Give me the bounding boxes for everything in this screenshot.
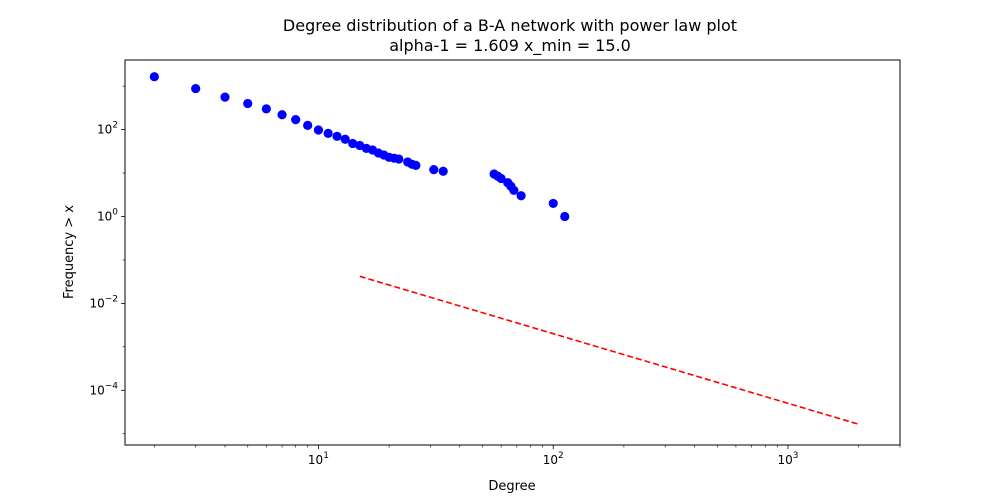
chart-subtitle: alpha-1 = 1.609 x_min = 15.0 — [389, 36, 631, 56]
data-point — [560, 211, 570, 222]
data-point — [332, 131, 342, 141]
data-point — [438, 166, 448, 176]
data-point — [149, 72, 159, 82]
data-point — [496, 173, 506, 184]
power-law-fit-line — [359, 275, 859, 426]
data-point — [261, 104, 271, 114]
data-point — [509, 185, 519, 195]
y-axis: 10−4 10−2 100 102 — [89, 85, 125, 435]
chart-title: Degree distribution of a B-A network wit… — [283, 16, 737, 35]
x-tick-label: 102 — [543, 451, 564, 467]
data-point — [323, 128, 333, 138]
data-point — [220, 92, 230, 102]
y-tick-label: 10−4 — [89, 381, 118, 397]
data-point — [191, 83, 201, 94]
data-point — [243, 98, 253, 109]
x-tick-label: 103 — [777, 451, 798, 467]
plot-area — [149, 72, 859, 426]
y-axis-label: Frequency > x — [62, 205, 77, 299]
data-point — [411, 160, 421, 170]
y-tick-label: 100 — [97, 207, 118, 223]
y-tick-label: 102 — [97, 121, 118, 137]
data-point — [277, 110, 287, 120]
data-point — [548, 198, 558, 209]
data-point — [313, 125, 324, 135]
data-point — [348, 138, 358, 149]
x-tick-label: 101 — [308, 451, 329, 467]
axes-frame — [124, 59, 901, 446]
data-point — [340, 134, 350, 144]
x-axis: 101 102 103 — [154, 445, 901, 467]
data-point — [303, 120, 313, 130]
x-axis-label: Degree — [488, 479, 535, 494]
data-point — [394, 154, 404, 164]
y-tick-label: 10−2 — [89, 294, 118, 310]
data-point — [516, 191, 526, 201]
data-point — [429, 165, 439, 175]
data-point — [291, 114, 301, 125]
